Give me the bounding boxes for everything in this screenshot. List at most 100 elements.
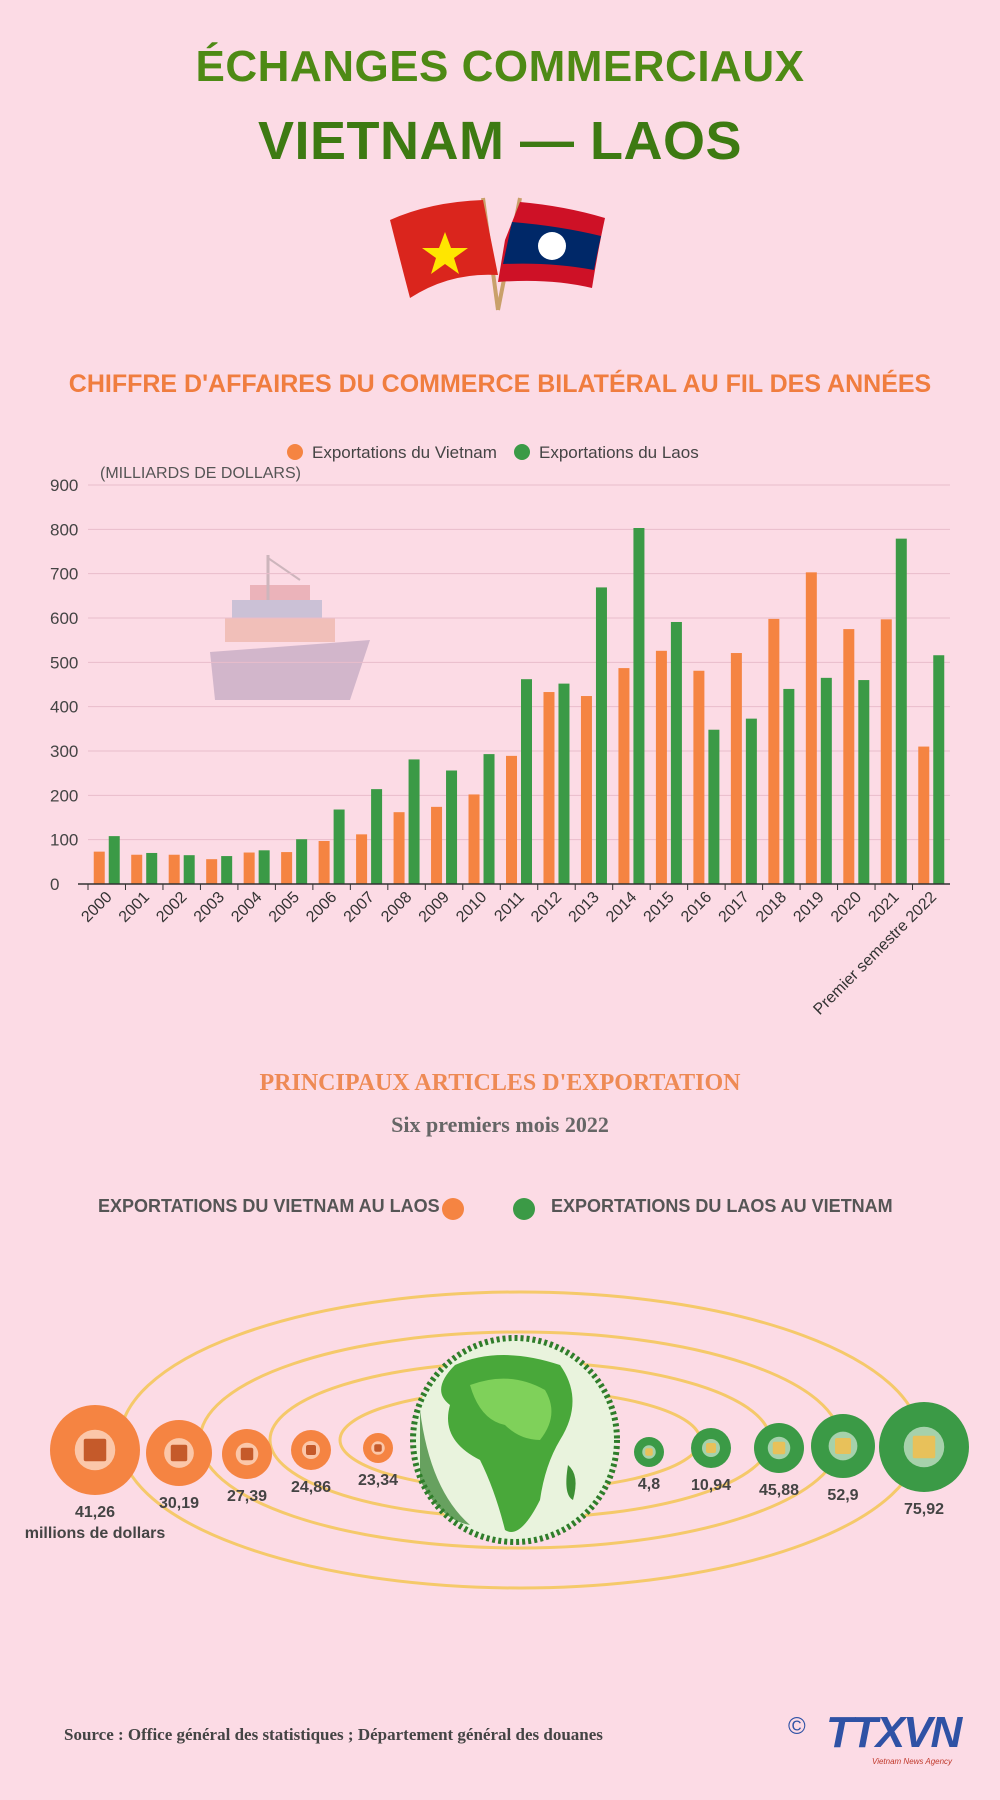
bar-vietnam-18 bbox=[768, 618, 780, 884]
bar-laos-12 bbox=[558, 683, 570, 884]
ttxvn-logo: TTXVN bbox=[826, 1708, 962, 1757]
y-tick-label: 100 bbox=[50, 831, 78, 850]
bar-vietnam-15 bbox=[655, 650, 667, 884]
bar-laos-21 bbox=[895, 538, 907, 884]
exports-subtitle: Six premiers mois 2022 bbox=[391, 1112, 609, 1137]
bar-vietnam-21 bbox=[880, 619, 892, 884]
y-tick-label: 700 bbox=[50, 565, 78, 584]
chart-title: CHIFFRE D'AFFAIRES DU COMMERCE BILATÉRAL… bbox=[68, 370, 932, 398]
cargo-ship-icon bbox=[210, 555, 370, 700]
page-title-line1: ÉCHANGES COMMERCIAUX bbox=[195, 42, 805, 91]
vietnam-value-3: 24,86 bbox=[291, 1479, 331, 1496]
y-tick-label: 800 bbox=[50, 520, 78, 539]
bar-vietnam-11 bbox=[506, 755, 517, 884]
x-tick-label: 2019 bbox=[790, 889, 827, 926]
ttxvn-logo-subtext: Vietnam News Agency bbox=[872, 1757, 953, 1766]
x-tick-label: 2001 bbox=[116, 889, 153, 926]
machinery-icon bbox=[235, 1442, 259, 1466]
bar-vietnam-6 bbox=[318, 840, 330, 884]
bar-laos-19 bbox=[820, 677, 832, 884]
laos-value-0: 4,8 bbox=[638, 1476, 660, 1493]
laos-value-3: 52,9 bbox=[827, 1487, 858, 1504]
x-tick-label: 2007 bbox=[341, 889, 378, 926]
x-tick-label: 2014 bbox=[603, 889, 640, 926]
bar-laos-5 bbox=[296, 839, 308, 884]
x-tick-label: 2011 bbox=[491, 889, 527, 925]
x-tick-label: 2003 bbox=[191, 889, 228, 926]
x-tick-label: 2015 bbox=[641, 889, 678, 926]
metal-products-icon bbox=[74, 1429, 116, 1471]
bar-vietnam-12 bbox=[543, 692, 555, 884]
bar-laos-16 bbox=[708, 729, 720, 884]
y-tick-label: 500 bbox=[50, 653, 78, 672]
bar-vietnam-1 bbox=[131, 854, 143, 884]
x-tick-label: 2016 bbox=[678, 889, 715, 926]
bar-laos-17 bbox=[745, 718, 757, 884]
bar-vietnam-19 bbox=[805, 572, 817, 884]
bar-vietnam-5 bbox=[281, 852, 293, 884]
bar-vietnam-9 bbox=[431, 806, 443, 884]
vietnam-value-1: 30,19 bbox=[159, 1495, 199, 1512]
vietnam-value-2: 27,39 bbox=[227, 1488, 267, 1505]
vegetable-icon bbox=[371, 1441, 385, 1455]
bar-vietnam-0 bbox=[93, 851, 105, 884]
x-tick-label: 2018 bbox=[753, 889, 790, 926]
bar-laos-10 bbox=[483, 754, 495, 884]
legend-marker-0 bbox=[287, 444, 303, 460]
bar-laos-13 bbox=[595, 587, 607, 884]
x-tick-label: 2009 bbox=[416, 889, 453, 926]
globe-icon bbox=[410, 1335, 620, 1545]
bar-laos-0 bbox=[108, 836, 120, 884]
legend-marker-1 bbox=[514, 444, 530, 460]
laos-value-2: 45,88 bbox=[759, 1482, 799, 1499]
bar-chart: 0 100 200 300 400 500 600 700 800 900 2000 2001 2002… bbox=[50, 443, 950, 1018]
x-tick-label: 2012 bbox=[528, 889, 565, 926]
y-tick-label: 200 bbox=[50, 786, 78, 805]
plant-icon bbox=[642, 1445, 656, 1459]
bar-vietnam-22 bbox=[918, 746, 930, 884]
legend-laos-exports: EXPORTATIONS DU LAOS AU VIETNAM bbox=[551, 1196, 893, 1216]
x-tick-label: 2010 bbox=[453, 889, 490, 926]
fruit-icon bbox=[828, 1431, 858, 1461]
copyright-symbol: © bbox=[788, 1713, 806, 1740]
export-orbit-diagram: 41,26 30,19 27,39 24,86 23,34 4,8 10,94 45,88 52… bbox=[25, 1290, 969, 1590]
bar-vietnam-10 bbox=[468, 794, 480, 884]
bar-vietnam-13 bbox=[580, 696, 592, 884]
bar-laos-2 bbox=[183, 855, 195, 884]
x-tick-label: 2005 bbox=[266, 889, 303, 926]
bar-laos-22 bbox=[933, 655, 945, 884]
x-tick-label: 2017 bbox=[716, 889, 753, 926]
vietnam-value-0: 41,26 bbox=[75, 1504, 115, 1521]
vietnam-value-4: 23,34 bbox=[358, 1472, 398, 1489]
bar-laos-8 bbox=[408, 759, 420, 884]
unit-label: millions de dollars bbox=[25, 1525, 166, 1542]
bar-laos-11 bbox=[521, 679, 532, 884]
bar-laos-9 bbox=[446, 770, 458, 884]
legend-vietnam-dot bbox=[442, 1198, 464, 1220]
y-tick-label: 600 bbox=[50, 609, 78, 628]
bar-vietnam-14 bbox=[618, 668, 630, 884]
bar-laos-15 bbox=[670, 621, 682, 884]
oil-can-icon bbox=[164, 1438, 194, 1468]
bar-vietnam-7 bbox=[356, 834, 368, 884]
exports-title: PRINCIPAUX ARTICLES D'EXPORTATION bbox=[259, 1070, 741, 1096]
x-tick-label: 2000 bbox=[78, 889, 115, 926]
fertilizer-bag-icon bbox=[767, 1436, 791, 1460]
bar-laos-3 bbox=[221, 856, 233, 884]
source-note: Source : Office général des statistiques… bbox=[64, 1725, 603, 1744]
vietnam-laos-flags-icon bbox=[390, 197, 605, 311]
bar-vietnam-3 bbox=[206, 859, 218, 884]
y-axis-label: (MILLIARDS DE DOLLARS) bbox=[100, 465, 301, 482]
vehicle-icon bbox=[302, 1441, 320, 1459]
wood-icon bbox=[903, 1426, 945, 1468]
bar-vietnam-20 bbox=[843, 629, 855, 884]
vietnam-flag-icon bbox=[390, 200, 498, 298]
ore-icon bbox=[702, 1439, 720, 1457]
x-tick-label: 2002 bbox=[153, 889, 190, 926]
x-tick-label: 2020 bbox=[828, 889, 865, 926]
laos-value-1: 10,94 bbox=[691, 1477, 731, 1494]
bar-laos-14 bbox=[633, 528, 645, 884]
laos-value-4: 75,92 bbox=[904, 1501, 944, 1518]
y-tick-label: 400 bbox=[50, 698, 78, 717]
bar-vietnam-16 bbox=[693, 670, 705, 884]
